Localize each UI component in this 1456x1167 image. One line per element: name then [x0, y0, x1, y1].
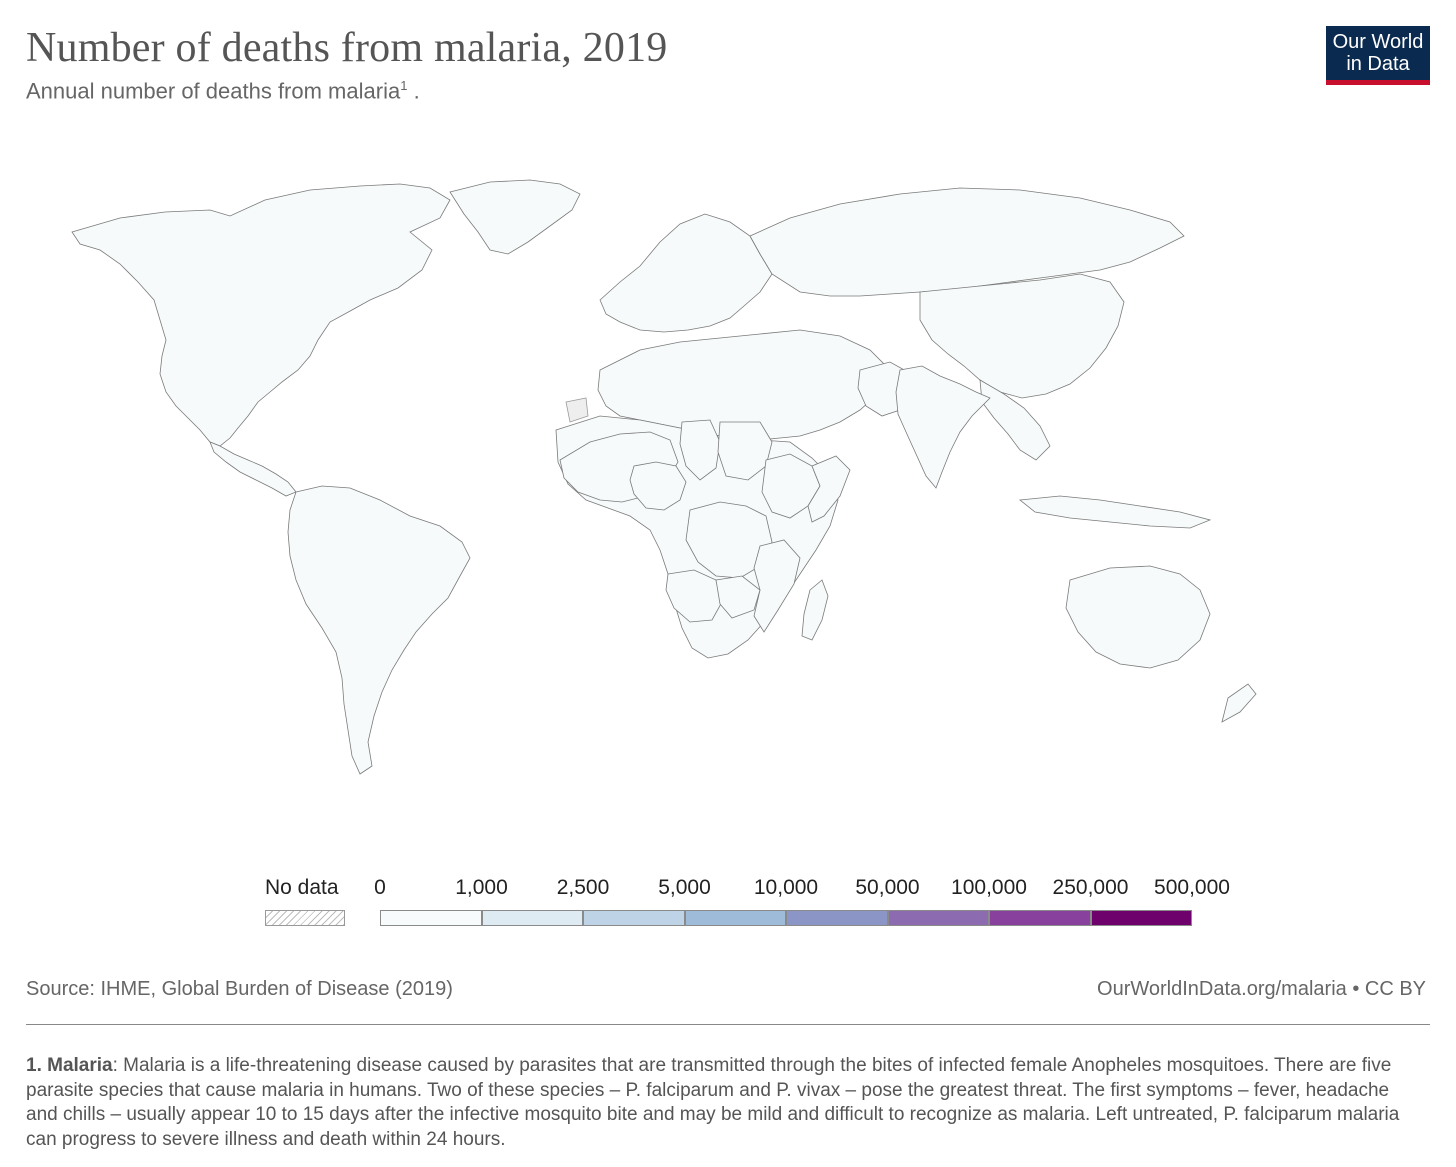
footnote-text: : Malaria is a life-threatening disease …	[26, 1055, 1400, 1150]
region-central-america[interactable]	[209, 441, 297, 497]
region-angola[interactable]	[665, 569, 723, 623]
region-new-zealand[interactable]	[1221, 683, 1257, 723]
legend-tick-label: 1,000	[455, 876, 508, 899]
source-note[interactable]: Source: IHME, Global Burden of Disease (…	[26, 978, 453, 1000]
footnote-title: 1. Malaria	[26, 1055, 113, 1076]
logo-line-1: Our World	[1332, 31, 1424, 53]
legend-bin[interactable]	[887, 910, 989, 926]
region-india[interactable]	[895, 365, 991, 489]
region-western-sahara[interactable]	[565, 397, 589, 423]
legend-bin[interactable]	[684, 910, 786, 926]
legend-tick-label: 10,000	[753, 876, 819, 899]
legend-bin[interactable]	[1090, 910, 1192, 926]
legend-bin[interactable]	[380, 910, 482, 926]
region-chad[interactable]	[679, 419, 721, 481]
logo-line-2: in Data	[1346, 53, 1410, 75]
map-legend: No data 0 1,000 2,500 5,000 10,000 50,00…	[260, 876, 1250, 936]
region-zambia[interactable]	[715, 575, 761, 619]
legend-bin[interactable]	[583, 910, 685, 926]
region-south-america[interactable]	[287, 485, 471, 775]
footnote: 1. Malaria: Malaria is a life-threatenin…	[26, 1054, 1426, 1152]
source-url[interactable]: OurWorldInData.org/malaria • CC BY	[1097, 978, 1426, 1000]
region-greenland[interactable]	[449, 179, 581, 255]
region-russia-central-asia[interactable]	[749, 187, 1185, 297]
owid-logo[interactable]: Our World in Data	[1326, 26, 1430, 85]
legend-tick-label: 500,000	[1154, 876, 1230, 899]
legend-bin[interactable]	[481, 910, 583, 926]
region-china-east-asia[interactable]	[919, 273, 1125, 399]
footnote-marker[interactable]: 1	[400, 78, 408, 93]
legend-no-data-swatch[interactable]	[265, 910, 345, 926]
legend-no-data-label: No data	[265, 876, 339, 899]
region-somalia[interactable]	[807, 455, 851, 523]
subtitle-end: .	[413, 78, 420, 104]
region-madagascar[interactable]	[801, 579, 829, 641]
region-north-america[interactable]	[71, 183, 451, 447]
legend-tick-label: 0	[374, 876, 386, 899]
region-europe[interactable]	[599, 213, 773, 333]
legend-tick-label: 50,000	[855, 876, 920, 899]
footer-divider	[26, 1024, 1430, 1025]
legend-tick-label: 2,500	[556, 876, 610, 899]
legend-tick-label: 250,000	[1052, 876, 1129, 899]
chart-subtitle: Annual number of deaths from malaria1 .	[26, 78, 420, 104]
chart-title: Number of deaths from malaria, 2019	[26, 25, 668, 71]
region-tanzania-mozambique[interactable]	[753, 539, 801, 633]
subtitle-text: Annual number of deaths from malaria	[26, 78, 401, 104]
region-australia[interactable]	[1065, 565, 1211, 669]
legend-tick-label: 5,000	[658, 876, 711, 899]
region-indonesia[interactable]	[1018, 495, 1212, 529]
legend-bin[interactable]	[786, 910, 888, 926]
world-map[interactable]	[60, 170, 1260, 790]
region-southeast-asia[interactable]	[979, 379, 1051, 461]
legend-tick-label: 100,000	[951, 876, 1027, 899]
region-nigeria[interactable]	[629, 461, 687, 511]
legend-bin[interactable]	[989, 910, 1091, 926]
region-sudan[interactable]	[717, 421, 773, 481]
